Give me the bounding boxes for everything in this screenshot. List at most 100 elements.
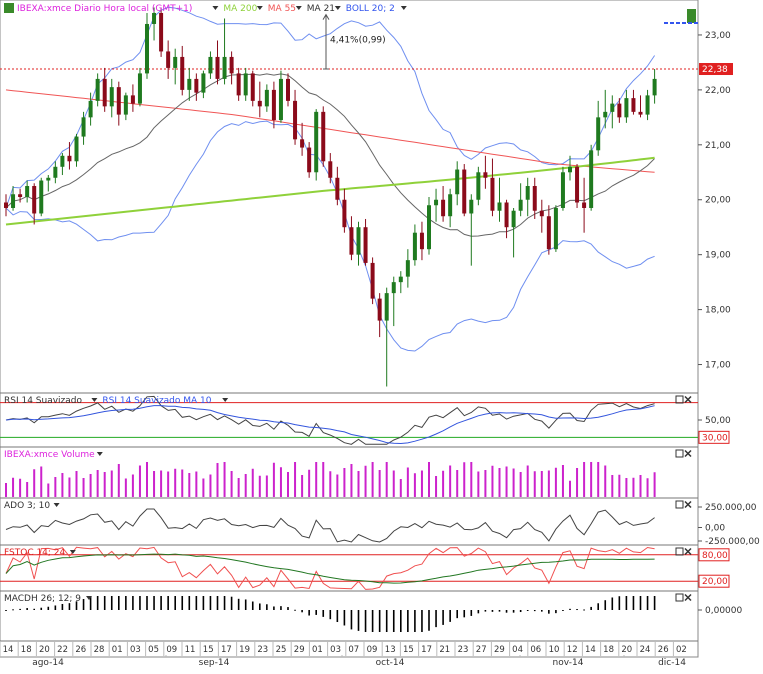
- candle-body: [553, 207, 558, 250]
- main-legend-dropdown-icon[interactable]: [212, 6, 219, 10]
- volume-bar: [364, 465, 367, 497]
- macd-bar: [12, 609, 14, 611]
- macd-bar: [251, 601, 254, 610]
- macd-bar: [160, 596, 162, 610]
- candle-body: [123, 95, 128, 115]
- y-tick-label: 23,00: [705, 31, 731, 41]
- candle-body: [166, 51, 171, 68]
- candle-body: [476, 172, 481, 200]
- main-legend-dropdown-icon[interactable]: [295, 6, 302, 10]
- candle-body: [67, 155, 72, 162]
- candle-body: [321, 111, 326, 162]
- volume-bar: [110, 470, 113, 497]
- volume-bar: [533, 471, 536, 497]
- macd-bar: [315, 610, 317, 615]
- volume-bar: [251, 468, 254, 497]
- volume-bar: [435, 476, 438, 497]
- month-label: sep-14: [199, 658, 230, 668]
- macd-bar: [639, 596, 642, 610]
- candle-body: [589, 150, 594, 208]
- macd-bar: [428, 610, 430, 631]
- macd-bar: [110, 596, 113, 610]
- panel-close-icon[interactable]: [684, 449, 692, 458]
- rsi-panel-legend-dropdown-icon[interactable]: [222, 398, 229, 402]
- candle-body: [60, 155, 65, 167]
- macd-bar: [244, 599, 247, 610]
- macd-bar: [181, 596, 184, 610]
- candle-body: [229, 56, 234, 74]
- candle-body: [384, 293, 389, 321]
- candle-body: [511, 210, 516, 228]
- candle-body: [603, 111, 608, 118]
- macd-bar: [40, 607, 43, 610]
- macd-bar: [400, 610, 402, 632]
- candle-body: [95, 78, 100, 101]
- macd-bar: [519, 610, 522, 613]
- x-tick-label: 29: [294, 645, 305, 655]
- candle-body: [412, 232, 417, 261]
- main-legend-dropdown-icon[interactable]: [400, 6, 407, 10]
- macd-bar: [392, 610, 395, 632]
- candle-body: [159, 12, 164, 52]
- main-legend-logo: [4, 3, 14, 13]
- volume-bar: [230, 471, 233, 497]
- panel-close-icon[interactable]: [684, 547, 692, 556]
- stoch-80-label: 80,00: [702, 551, 728, 561]
- macd-bar: [336, 610, 339, 623]
- candle-body: [278, 78, 283, 121]
- panel-maximize-icon[interactable]: [675, 547, 684, 556]
- volume-bar: [491, 465, 494, 497]
- measure-arrowhead: [322, 13, 330, 20]
- volume-bar: [202, 478, 205, 497]
- candle-body: [638, 111, 643, 115]
- chart-tool-icon[interactable]: [687, 9, 696, 23]
- ado-panel-legend-dropdown-icon[interactable]: [53, 503, 60, 507]
- stoch-20-label: 20,00: [702, 577, 728, 587]
- macd-bar: [174, 596, 176, 610]
- ma200-line: [5, 156, 655, 226]
- y-tick-label: 21,00: [705, 141, 731, 151]
- candle-body: [137, 73, 142, 104]
- volume-bar: [61, 473, 64, 497]
- candle-body: [370, 262, 375, 299]
- macd-bar: [33, 608, 35, 610]
- main-legend-dropdown-icon[interactable]: [334, 6, 341, 10]
- panel-close-icon[interactable]: [684, 395, 692, 404]
- volume-panel-legend-dropdown-icon[interactable]: [96, 452, 103, 456]
- stoch-80-badge: [698, 548, 730, 562]
- volume-bar: [301, 475, 304, 497]
- volume-bar: [385, 462, 388, 497]
- panel-maximize-icon[interactable]: [675, 449, 684, 458]
- rsi-30-badge: [698, 430, 730, 444]
- macd-bar: [371, 610, 374, 632]
- x-tick-label: 02: [676, 645, 687, 655]
- volume-bar: [216, 463, 219, 497]
- volume-bar: [399, 479, 402, 497]
- bollinger-upper-line: [5, 6, 656, 209]
- panel-maximize-icon[interactable]: [675, 593, 684, 602]
- volume-bar: [583, 462, 586, 497]
- macd-bar: [273, 606, 275, 610]
- stoch-panel-legend-dropdown-icon[interactable]: [69, 550, 76, 554]
- x-tick-label: 15: [403, 645, 414, 655]
- volume-bar: [639, 475, 642, 497]
- candles: [4, 7, 657, 387]
- macd-bar: [202, 596, 205, 610]
- volume-bar: [357, 471, 360, 497]
- panel-close-icon[interactable]: [684, 593, 692, 602]
- panel-close-icon[interactable]: [684, 500, 692, 509]
- candle-body: [32, 186, 37, 214]
- macd-bar: [329, 610, 332, 620]
- main-legend-dropdown-icon[interactable]: [256, 6, 263, 10]
- rsi-panel-legend-dropdown-icon[interactable]: [91, 398, 98, 402]
- volume-bar: [456, 470, 459, 497]
- x-tick-label: 07: [348, 645, 359, 655]
- y-tick-label: 18,00: [705, 306, 731, 316]
- panel-maximize-icon[interactable]: [675, 395, 684, 404]
- macd-panel-legend-dropdown-icon[interactable]: [86, 596, 92, 600]
- volume-bar: [47, 483, 50, 497]
- macd-bar: [442, 610, 444, 625]
- candle-body: [546, 216, 551, 250]
- panel-maximize-icon[interactable]: [675, 500, 684, 509]
- volume-bar: [82, 478, 85, 497]
